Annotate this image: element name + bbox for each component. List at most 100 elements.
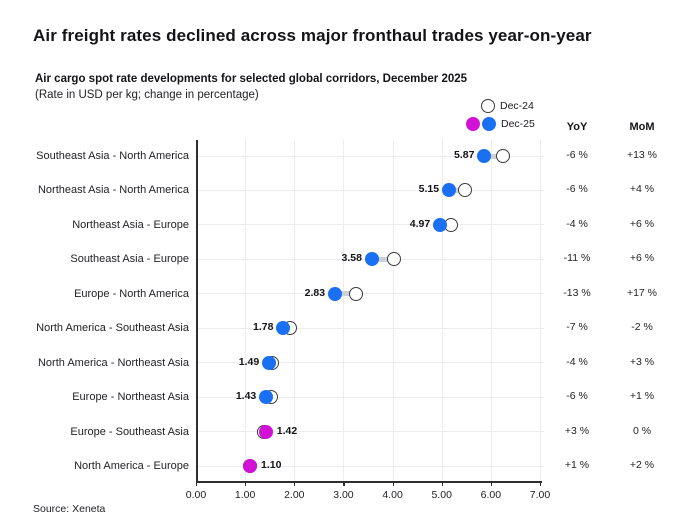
legend-label-dec24: Dec-24: [500, 100, 534, 112]
x-axis-tick: [196, 481, 198, 486]
x-tick-label: 7.00: [529, 489, 551, 501]
dec25-marker: [364, 252, 379, 267]
x-axis-tick: [540, 481, 542, 486]
dec24-open-circle-icon: [481, 99, 495, 113]
vertical-gridline: [343, 140, 345, 481]
rate-value-label: 3.58: [341, 252, 362, 265]
mom-value: -2 %: [631, 321, 653, 334]
yoy-value: -6 %: [566, 390, 588, 403]
legend-entry-dec25: Dec-25: [466, 117, 535, 131]
dec24-marker: [458, 183, 473, 198]
rate-value-label: 1.42: [276, 424, 298, 437]
y-axis-line: [196, 140, 198, 481]
row-gridline: [196, 293, 544, 295]
yoy-value: +3 %: [564, 424, 590, 437]
dec25-marker: [433, 217, 448, 232]
mom-value: +17 %: [626, 286, 658, 299]
row-gridline: [196, 396, 544, 398]
dec25-marker: [477, 149, 492, 163]
x-tick-label: 4.00: [382, 489, 403, 501]
dumbbell-connector: [449, 187, 466, 193]
yoy-value: +1 %: [564, 459, 590, 472]
dec25-marker: [328, 286, 343, 301]
rate-value-label: 5.87: [454, 149, 475, 161]
chart-title: Air cargo spot rate developments for sel…: [35, 73, 468, 85]
legend-label-dec25: Dec-25: [501, 118, 535, 130]
dec24-marker: [348, 286, 363, 301]
yoy-value: -6 %: [566, 183, 588, 196]
mom-value: 0 %: [632, 424, 652, 437]
vertical-gridline: [245, 140, 247, 481]
vertical-gridline: [294, 140, 296, 481]
column-header-yoy: YoY: [566, 121, 588, 133]
row-gridline: [196, 224, 544, 226]
corridor-label: North America - Southeast Asia: [36, 322, 189, 335]
rate-value-label: 4.97: [409, 217, 431, 230]
corridor-label: Europe - Northeast Asia: [72, 391, 189, 404]
mom-value: +4 %: [629, 183, 655, 196]
vertical-gridline: [540, 140, 541, 481]
x-tick-label: 1.00: [234, 489, 256, 501]
legend-entry-dec24: Dec-24: [481, 99, 534, 113]
dumbbell-connector: [484, 153, 503, 159]
x-tick-label: 3.00: [333, 489, 354, 501]
dec25-marker: [258, 424, 273, 439]
mom-value: +6 %: [629, 217, 655, 230]
x-axis-tick: [490, 481, 493, 486]
vertical-gridline: [392, 140, 394, 481]
x-axis-tick: [392, 481, 394, 486]
dec24-marker: [495, 149, 510, 163]
x-tick-label: 0.00: [185, 489, 207, 501]
yoy-value: -11 %: [563, 252, 591, 265]
yoy-value: -4 %: [566, 217, 588, 230]
vertical-gridline: [490, 140, 492, 481]
mom-value: +6 %: [629, 252, 655, 265]
mom-value: +1 %: [629, 390, 655, 403]
rate-value-label: 5.15: [418, 183, 440, 196]
column-header-mom: MoM: [629, 121, 655, 133]
mom-value: +2 %: [629, 459, 655, 472]
corridor-label: Southeast Asia - Europe: [70, 253, 189, 266]
rate-value-label: 1.10: [261, 459, 282, 472]
row-gridline: [196, 465, 544, 467]
mom-value: +3 %: [629, 355, 655, 368]
row-gridline: [196, 431, 544, 433]
dec24-marker: [386, 252, 401, 267]
vertical-gridline: [441, 140, 443, 481]
corridor-label: Europe - North America: [74, 287, 189, 300]
dec25-marker: [276, 321, 291, 336]
mom-value: +13 %: [626, 149, 658, 161]
corridor-label: North America - Northeast Asia: [37, 356, 189, 369]
x-axis-line: [196, 481, 542, 483]
corridor-label: Northeast Asia - Europe: [72, 218, 189, 231]
yoy-value: -4 %: [566, 355, 588, 368]
x-axis-tick: [294, 481, 296, 486]
row-gridline: [196, 189, 544, 191]
dec25-magenta-dot-icon: [466, 117, 480, 131]
yoy-value: -7 %: [566, 321, 588, 334]
dec25-marker: [262, 355, 277, 370]
chart-subtitle: (Rate in USD per kg; change in percentag…: [35, 89, 259, 101]
dec25-blue-dot-icon: [482, 117, 496, 131]
rate-value-label: 2.83: [304, 286, 326, 299]
dumbbell-connector: [335, 291, 356, 297]
corridor-label: Southeast Asia - North America: [36, 150, 189, 162]
x-tick-label: 2.00: [284, 489, 305, 501]
x-tick-label: 6.00: [480, 489, 502, 501]
dec25-marker: [442, 183, 457, 198]
row-gridline: [196, 362, 544, 364]
row-gridline: [196, 155, 544, 157]
x-axis-tick: [343, 481, 345, 486]
corridor-label: Northeast Asia - North America: [37, 184, 189, 197]
rate-value-label: 1.78: [253, 321, 274, 334]
page-title: Air freight rates declined across major …: [33, 26, 592, 45]
dec25-marker: [243, 459, 258, 474]
rate-value-label: 1.49: [238, 355, 260, 368]
rate-value-label: 1.43: [235, 390, 257, 403]
corridor-label: North America - Europe: [74, 460, 189, 473]
x-axis-tick: [245, 481, 247, 486]
row-gridline: [196, 327, 544, 329]
yoy-value: -13 %: [563, 286, 591, 299]
yoy-value: -6 %: [566, 149, 588, 161]
x-tick-label: 5.00: [431, 489, 452, 501]
